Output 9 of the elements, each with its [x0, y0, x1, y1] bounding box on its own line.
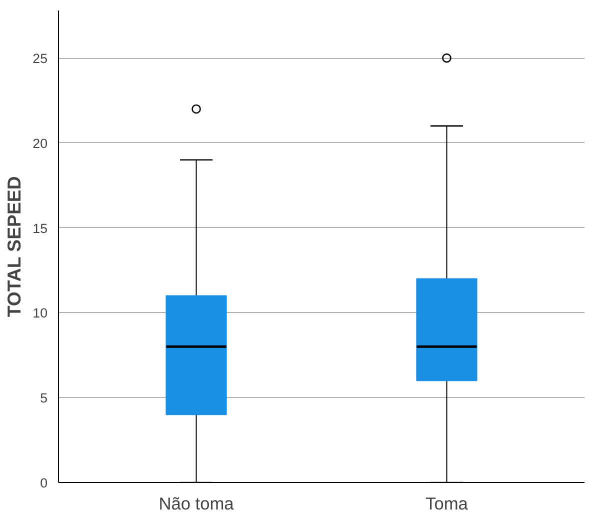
x-tick-label: Toma	[426, 494, 468, 514]
y-tick-label: 20	[32, 136, 48, 151]
y-tick-label: 5	[40, 390, 48, 406]
y-tick-label: 10	[32, 306, 48, 321]
y-tick-label: 0	[40, 476, 48, 490]
y-axis-title: TOTAL SEPEED	[4, 176, 25, 318]
y-tick-label: 25	[32, 51, 48, 66]
x-tick-label: Não toma	[158, 494, 234, 514]
y-tick-label: 15	[32, 220, 48, 236]
